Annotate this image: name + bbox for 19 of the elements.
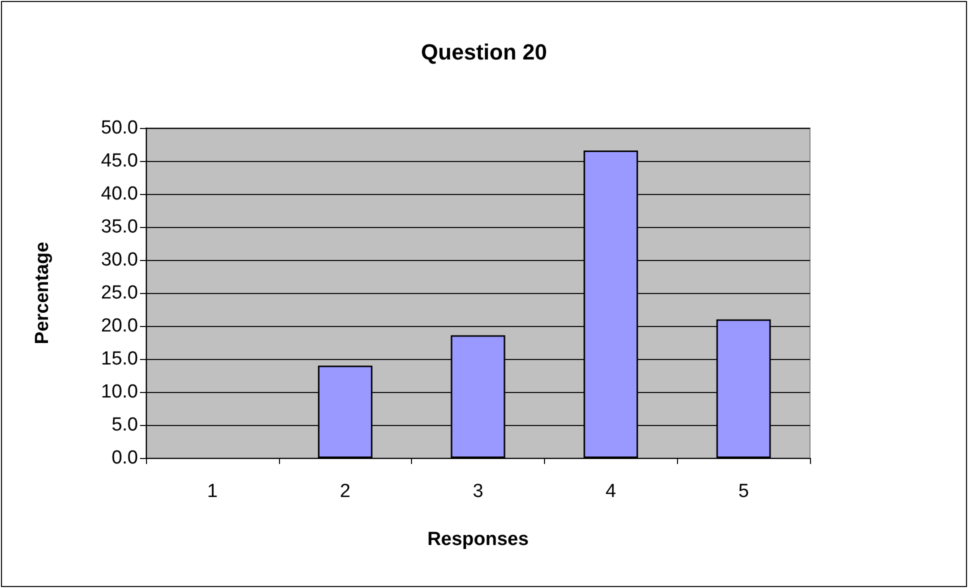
- y-tick-label: 15.0: [101, 348, 138, 370]
- y-tick-label: 20.0: [101, 316, 138, 336]
- chart-title: Question 20: [421, 40, 547, 64]
- y-tick-label: 30.0: [101, 250, 138, 270]
- x-axis-title: Responses: [427, 529, 529, 550]
- x-tick-label: 5: [738, 481, 749, 502]
- y-tick-label: 45.0: [101, 150, 138, 172]
- x-tick-label: 1: [207, 481, 218, 502]
- y-tick-label: 50.0: [101, 118, 138, 138]
- x-tick-label: 2: [340, 481, 350, 502]
- y-tick-label: 40.0: [101, 184, 138, 204]
- y-tick-label: 0.0: [112, 448, 138, 468]
- y-tick-label: 35.0: [101, 216, 138, 238]
- y-tick-label: 5.0: [112, 414, 138, 436]
- y-axis-title: Percentage: [32, 242, 53, 344]
- x-tick-label: 3: [472, 481, 484, 502]
- x-tick-label: 4: [606, 481, 617, 502]
- y-tick-label: 25.0: [101, 282, 138, 304]
- y-tick-label: 10.0: [101, 382, 138, 402]
